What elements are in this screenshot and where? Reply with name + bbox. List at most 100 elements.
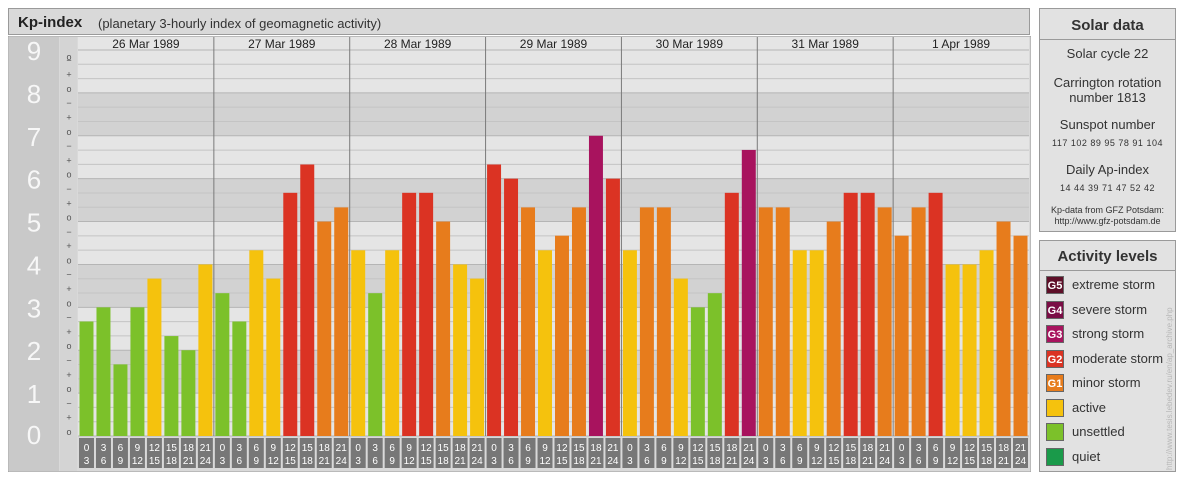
kp-bar — [351, 250, 366, 436]
kp-bar — [979, 250, 994, 436]
y-minor-mark: + — [66, 112, 71, 122]
interval-box — [707, 438, 723, 468]
kp-bar — [877, 207, 892, 436]
interval-end-label: 3 — [220, 456, 226, 467]
interval-start-label: 6 — [525, 443, 531, 454]
kp-bar — [164, 336, 179, 436]
y-minor-mark: o — [66, 384, 71, 394]
interval-box — [979, 438, 995, 468]
interval-box — [911, 438, 927, 468]
solar-data-heading: Solar data — [1071, 17, 1144, 34]
kp-bar — [639, 207, 654, 436]
interval-start-label: 15 — [438, 443, 450, 454]
legend-item: G5 extreme storm — [1046, 275, 1176, 295]
interval-box — [180, 438, 196, 468]
interval-box — [673, 438, 689, 468]
interval-end-label: 21 — [183, 456, 195, 467]
interval-start-label: 12 — [149, 443, 161, 454]
interval-end-label: 3 — [355, 456, 361, 467]
credit-line2: http://www.gfz-potsdam.de — [1054, 216, 1161, 226]
kp-bar — [232, 321, 247, 436]
interval-end-label: 21 — [590, 456, 602, 467]
interval-box — [741, 438, 757, 468]
interval-start-label: 6 — [933, 443, 939, 454]
interval-end-label: 3 — [491, 456, 497, 467]
interval-box — [775, 438, 791, 468]
y-minor-mark: − — [66, 55, 71, 65]
interval-start-label: 21 — [1015, 443, 1027, 454]
interval-box — [843, 438, 859, 468]
day-label: 29 Mar 1989 — [520, 37, 588, 51]
day-label: 30 Mar 1989 — [656, 37, 724, 51]
interval-end-label: 15 — [421, 456, 433, 467]
interval-start-label: 18 — [862, 443, 874, 454]
kp-bar — [571, 207, 586, 436]
y-minor-mark: − — [66, 398, 71, 408]
kp-bar — [96, 307, 111, 436]
interval-box — [639, 438, 655, 468]
interval-end-label: 9 — [661, 456, 667, 467]
credit-line1: Kp-data from GFZ Potsdam: — [1050, 205, 1165, 215]
kp-bar — [622, 250, 637, 436]
interval-box — [860, 438, 876, 468]
day-label: 28 Mar 1989 — [384, 37, 452, 51]
kp-bar — [436, 221, 451, 436]
interval-box — [299, 438, 315, 468]
chart-subtitle: (planetary 3-hourly index of geomagnetic… — [98, 16, 382, 31]
ap-heading: Daily Ap-index — [1065, 162, 1150, 177]
interval-box — [571, 438, 587, 468]
interval-box — [554, 438, 570, 468]
legend-item: G2 moderate storm — [1046, 349, 1176, 369]
interval-box — [265, 438, 281, 468]
interval-end-label: 12 — [404, 456, 416, 467]
interval-box — [316, 438, 332, 468]
interval-box — [486, 438, 502, 468]
y-tick-label: 8 — [27, 79, 41, 109]
interval-start-label: 15 — [573, 443, 585, 454]
interval-start-label: 15 — [709, 443, 721, 454]
interval-box — [588, 438, 604, 468]
interval-box — [809, 438, 825, 468]
interval-start-label: 21 — [743, 443, 755, 454]
interval-box — [401, 438, 417, 468]
kp-bar — [300, 164, 315, 436]
legend-label: active — [1072, 399, 1106, 415]
chart-title-bar: Kp-index (planetary 3-hourly index of ge… — [8, 8, 1030, 35]
interval-box — [384, 438, 400, 468]
kp-bar — [928, 192, 943, 436]
kp-bar — [283, 192, 298, 436]
interval-end-label: 15 — [149, 456, 161, 467]
interval-box — [197, 438, 213, 468]
legend-swatch: G4 — [1046, 300, 1064, 319]
interval-end-label: 9 — [797, 456, 803, 467]
kp-bar — [894, 235, 909, 436]
kp-bar — [130, 307, 145, 436]
interval-start-label: 9 — [135, 443, 141, 454]
interval-start-label: 18 — [455, 443, 467, 454]
kp-bar — [843, 192, 858, 436]
y-tick-label: 3 — [27, 293, 41, 323]
carrington-line2: number 1813 — [1069, 90, 1146, 105]
interval-end-label: 6 — [916, 456, 922, 467]
legend-label: severe storm — [1072, 301, 1148, 317]
interval-end-label: 18 — [845, 456, 857, 467]
interval-end-label: 18 — [981, 456, 993, 467]
interval-box — [928, 438, 944, 468]
sunspot-heading: Sunspot number — [1059, 117, 1156, 132]
kp-bar — [368, 293, 383, 436]
interval-end-label: 12 — [947, 456, 959, 467]
interval-box — [333, 438, 349, 468]
kp-bar — [181, 350, 196, 436]
kp-bar — [113, 364, 128, 436]
interval-end-label: 9 — [254, 456, 260, 467]
interval-start-label: 0 — [491, 443, 497, 454]
kp-bar — [860, 192, 875, 436]
y-band — [78, 135, 1029, 179]
kp-bar — [266, 278, 281, 436]
kp-bar — [588, 135, 603, 436]
interval-start-label: 18 — [726, 443, 738, 454]
interval-box — [367, 438, 383, 468]
y-band — [78, 50, 1029, 93]
legend-label: strong storm — [1072, 326, 1145, 341]
y-minor-mark: o — [66, 427, 71, 437]
